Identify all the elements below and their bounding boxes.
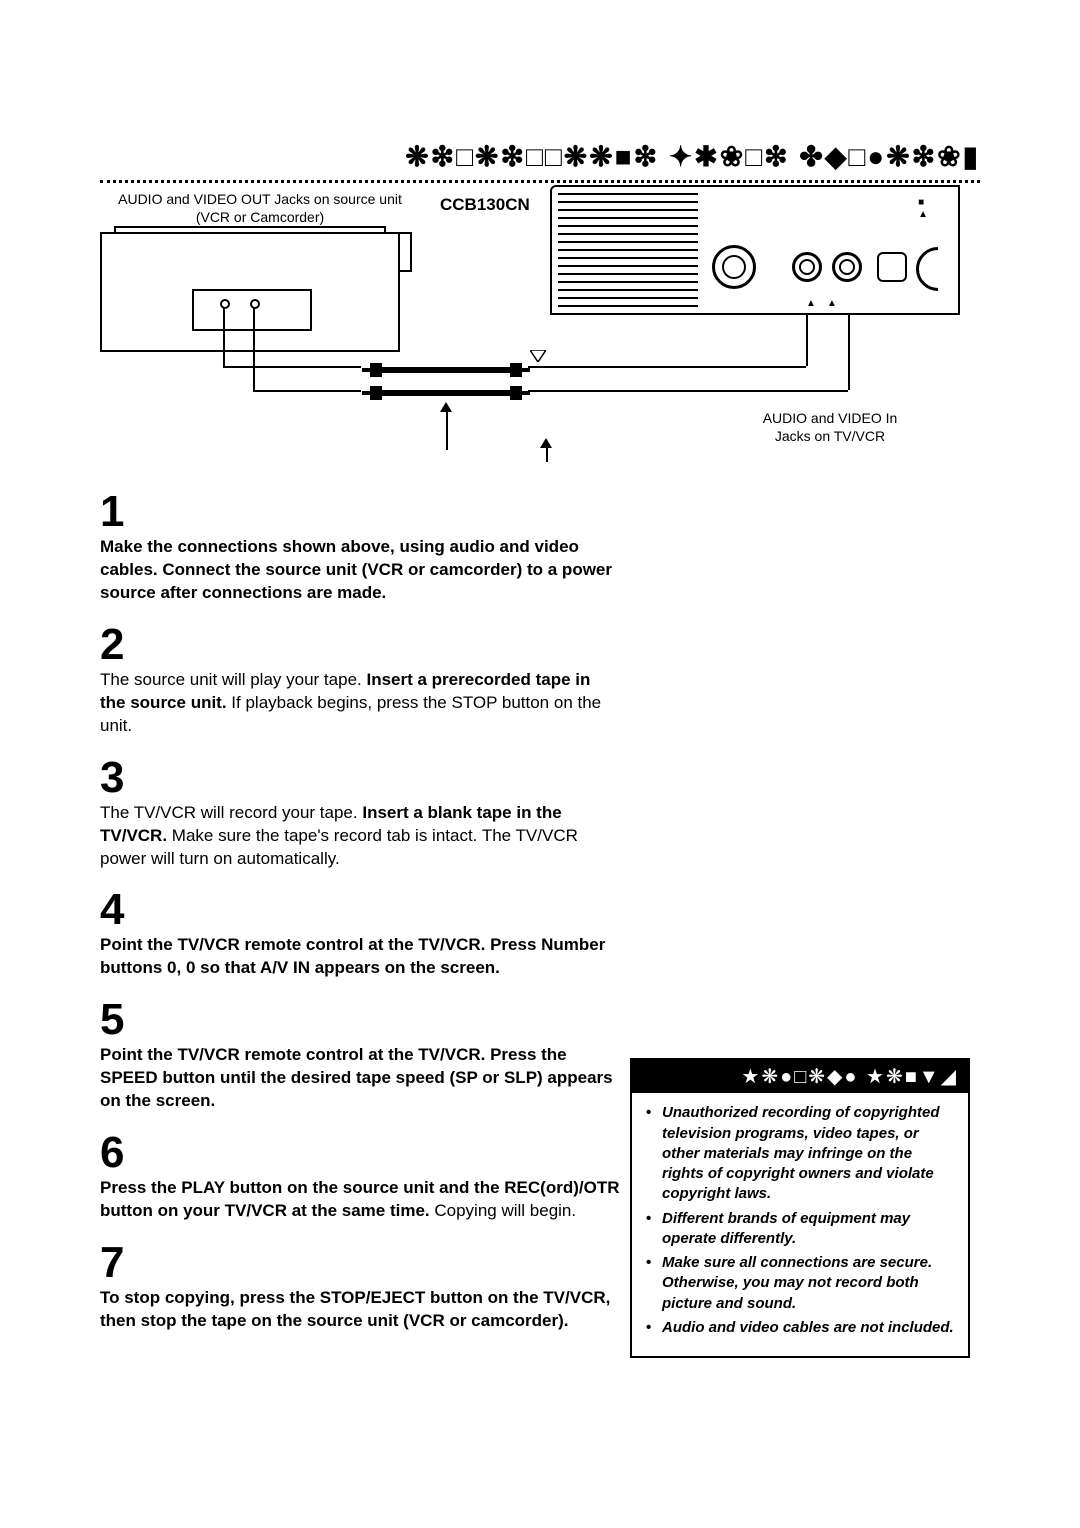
step-body: Make the connections shown above, using …	[100, 536, 620, 605]
source-jacks-label-line2: (VCR or Camcorder)	[196, 209, 324, 225]
helpful-hints-box: ★❋●□❋◆● ★❋■▼◢ Unauthorized recording of …	[630, 1058, 970, 1358]
step-text-segment: Make the connections shown above, using …	[100, 537, 612, 602]
step-text-segment: Make sure the tape's record tab is intac…	[100, 826, 578, 868]
cable-plug-icon	[510, 363, 522, 377]
up-arrow-icon	[440, 402, 452, 412]
step-item: 6Press the PLAY button on the source uni…	[100, 1131, 620, 1223]
hint-item: Different brands of equipment may operat…	[646, 1209, 954, 1250]
step-text-segment: Copying will begin.	[430, 1201, 576, 1220]
step-body: Press the PLAY button on the source unit…	[100, 1177, 620, 1223]
hint-item: Make sure all connections are secure. Ot…	[646, 1253, 954, 1314]
header-dotted-rule	[100, 180, 980, 183]
hint-item: Audio and video cables are not included.	[646, 1318, 954, 1338]
cable-plug-icon	[370, 386, 382, 400]
step-item: 2The source unit will play your tape. In…	[100, 623, 620, 738]
av-cable-1	[380, 367, 510, 373]
cable-plug-icon	[510, 386, 522, 400]
steps-list: 1Make the connections shown above, using…	[100, 490, 620, 1333]
step-number: 1	[100, 490, 620, 534]
step-body: The source unit will play your tape. Ins…	[100, 669, 620, 738]
avin-jacks-label: AUDIO and VIDEO In Jacks on TV/VCR	[740, 409, 920, 445]
step-body: Point the TV/VCR remote control at the T…	[100, 934, 620, 980]
step-number: 6	[100, 1131, 620, 1175]
step-number: 2	[100, 623, 620, 667]
up-arrow-icon	[540, 438, 552, 448]
step-number: 5	[100, 998, 620, 1042]
step-body: The TV/VCR will record your tape. Insert…	[100, 802, 620, 871]
header-symbol-row: ❋❇□❋❇□□❋❋■❇ ✦✱❀□❇ ✤◆□●❋❇❀▮	[405, 140, 980, 173]
source-unit-drawing	[100, 232, 400, 352]
av-cable-2	[380, 390, 510, 396]
avin-label-line2: Jacks on TV/VCR	[775, 428, 885, 444]
cable-plug-icon	[370, 363, 382, 377]
step-item: 7To stop copying, press the STOP/EJECT b…	[100, 1241, 620, 1333]
step-item: 4Point the TV/VCR remote control at the …	[100, 888, 620, 980]
model-label: CCB130CN	[440, 195, 530, 215]
source-jacks-label: AUDIO and VIDEO OUT Jacks on source unit…	[110, 190, 410, 226]
step-item: 3The TV/VCR will record your tape. Inser…	[100, 756, 620, 871]
step-text-segment: Point the TV/VCR remote control at the T…	[100, 1045, 613, 1110]
step-body: Point the TV/VCR remote control at the T…	[100, 1044, 620, 1113]
step-text-segment: To stop copying, press the STOP/EJECT bu…	[100, 1288, 610, 1330]
tvvcr-mark-icons: ■ ▲	[918, 197, 928, 221]
step-item: 5Point the TV/VCR remote control at the …	[100, 998, 620, 1113]
tvvcr-unit-drawing: ■ ▲ ▲ ▲	[550, 185, 960, 315]
step-number: 4	[100, 888, 620, 932]
hint-item: Unauthorized recording of copy­righted t…	[646, 1103, 954, 1204]
hints-list: Unauthorized recording of copy­righted t…	[646, 1103, 954, 1338]
step-item: 1Make the connections shown above, using…	[100, 490, 620, 605]
step-body: To stop copying, press the STOP/EJECT bu…	[100, 1287, 620, 1333]
step-number: 7	[100, 1241, 620, 1285]
step-text-segment: Point the TV/VCR remote control at the T…	[100, 935, 605, 977]
step-text-segment: The source unit will play your tape.	[100, 670, 366, 689]
hints-header-symbols: ★❋●□❋◆● ★❋■▼◢	[632, 1060, 968, 1093]
cable-arrow-icon	[530, 350, 546, 362]
source-jacks-label-line1: AUDIO and VIDEO OUT Jacks on source unit	[118, 191, 402, 207]
step-number: 3	[100, 756, 620, 800]
connection-diagram: AUDIO and VIDEO OUT Jacks on source unit…	[100, 190, 980, 470]
avin-label-line1: AUDIO and VIDEO In	[763, 410, 898, 426]
step-text-segment: The TV/VCR will record your tape.	[100, 803, 362, 822]
